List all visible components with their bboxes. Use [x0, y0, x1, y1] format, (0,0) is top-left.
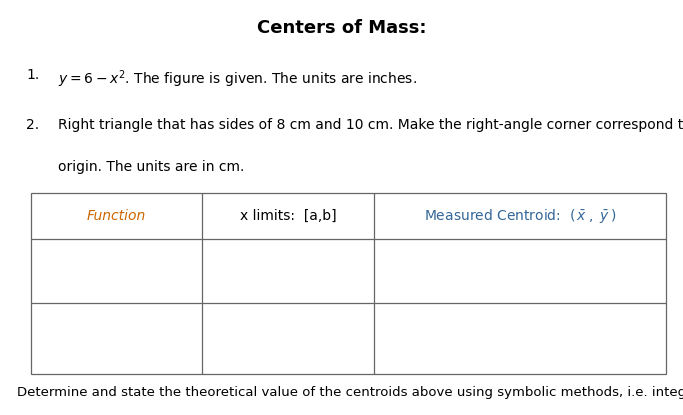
Text: 1.: 1. [26, 68, 39, 83]
Text: x limits:  [a,b]: x limits: [a,b] [240, 209, 336, 223]
Text: $y = 6 - x^2$. The figure is given. The units are inches.: $y = 6 - x^2$. The figure is given. The … [58, 68, 417, 90]
Text: Determine and state the theoretical value of the centroids above using symbolic : Determine and state the theoretical valu… [17, 386, 683, 399]
Text: Right triangle that has sides of 8 cm and 10 cm. Make the right-angle corner cor: Right triangle that has sides of 8 cm an… [58, 118, 683, 132]
Text: Function: Function [87, 209, 146, 223]
Text: origin. The units are in cm.: origin. The units are in cm. [58, 160, 245, 174]
Bar [31, 193, 666, 374]
Text: Measured Centroid:  $(\,\bar{x}\;,\;\bar{y}\,)$: Measured Centroid: $(\,\bar{x}\;,\;\bar{… [423, 207, 616, 225]
Text: Centers of Mass:: Centers of Mass: [257, 19, 426, 37]
Text: 2.: 2. [26, 118, 39, 132]
